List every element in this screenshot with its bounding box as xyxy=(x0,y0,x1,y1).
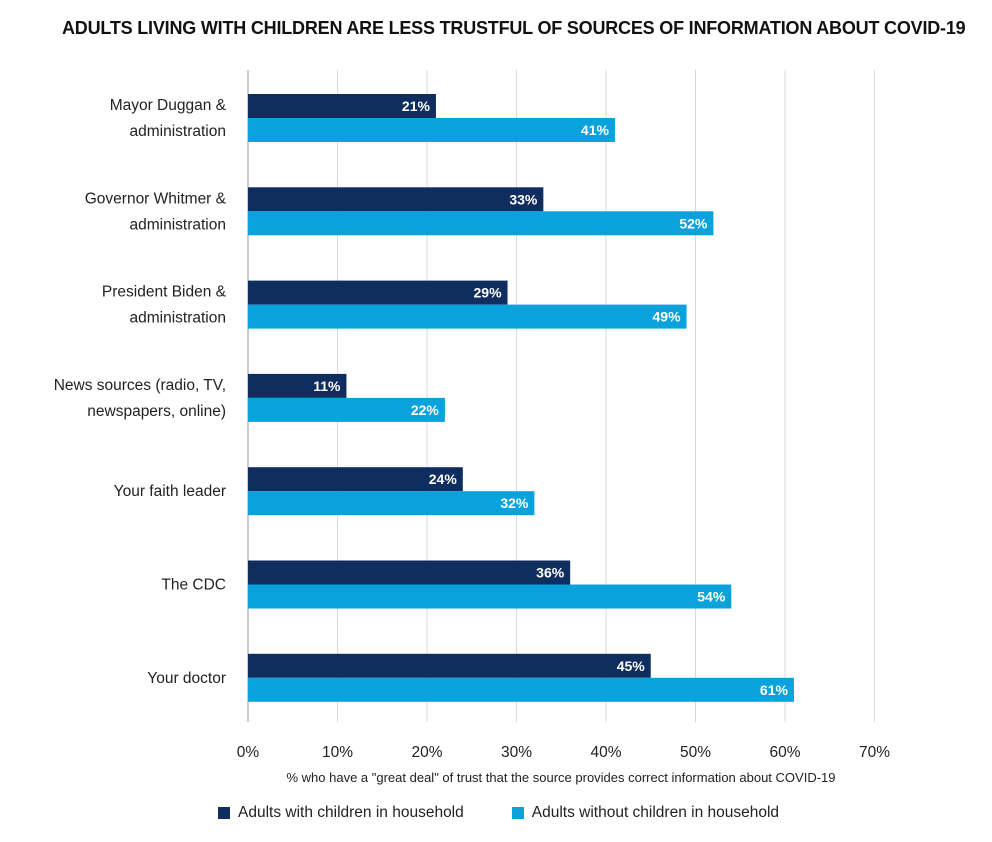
legend-item-with-children: Adults with children in household xyxy=(218,804,464,822)
category-label: administration xyxy=(130,123,227,140)
category-label: Mayor Duggan & xyxy=(110,97,227,114)
bar xyxy=(248,280,508,305)
category-label: Your doctor xyxy=(147,670,226,687)
bar xyxy=(248,653,651,678)
x-tick-label: 40% xyxy=(590,744,621,761)
x-tick-label: 50% xyxy=(680,744,711,761)
bar-value-label: 61% xyxy=(760,682,789,698)
legend-label: Adults with children in household xyxy=(238,804,464,821)
bar xyxy=(248,118,615,142)
bar-value-label: 11% xyxy=(313,378,341,394)
bar-value-label: 54% xyxy=(697,589,726,605)
category-label: The CDC xyxy=(161,577,226,594)
chart-title: ADULTS LIVING WITH CHILDREN ARE LESS TRU… xyxy=(62,18,966,38)
category-label: President Biden & xyxy=(102,284,227,301)
bar xyxy=(248,397,445,422)
bar-value-label: 52% xyxy=(679,215,708,231)
category-labels: Mayor Duggan & administration Governor Whi… xyxy=(54,97,227,687)
legend: Adults with children in household Adults… xyxy=(218,804,827,822)
x-axis-ticks: 0% 10% 20% 30% 40% 50% 60% 70% xyxy=(237,744,890,761)
bar-value-label: 36% xyxy=(536,565,565,581)
bar-value-label: 33% xyxy=(509,191,538,207)
x-tick-label: 60% xyxy=(769,744,800,761)
category-label: Your faith leader xyxy=(114,483,226,500)
bar-value-label: 41% xyxy=(581,122,610,138)
x-tick-label: 70% xyxy=(859,744,890,761)
bar-value-label: 24% xyxy=(429,471,458,487)
legend-swatch xyxy=(511,807,524,819)
bar xyxy=(248,584,732,609)
bar xyxy=(248,491,535,516)
legend-label: Adults without children in household xyxy=(531,804,780,821)
bar-value-label: 45% xyxy=(617,658,646,674)
bar xyxy=(248,187,544,212)
category-label: Governor Whitmer & xyxy=(85,190,227,207)
bar xyxy=(248,560,571,585)
x-tick-label: 30% xyxy=(501,744,532,761)
bar xyxy=(248,467,463,492)
category-label: administration xyxy=(130,310,227,327)
category-label: newspapers, online) xyxy=(87,403,226,420)
bar-value-label: 29% xyxy=(474,285,503,301)
bar xyxy=(248,211,714,236)
bar xyxy=(248,373,347,398)
x-tick-label: 20% xyxy=(411,744,442,761)
bar xyxy=(248,94,436,118)
x-tick-label: 10% xyxy=(322,744,353,761)
bar-value-label: 49% xyxy=(653,309,682,325)
bar xyxy=(248,677,794,702)
bar xyxy=(248,304,687,329)
legend-swatch xyxy=(218,807,230,819)
x-axis-label: % who have a "great deal" of trust that … xyxy=(286,770,836,785)
bars: 21% 41% 33% 52% 29% 49% 11% 22% 24% 32% 36% 54% 45% 6… xyxy=(248,94,794,702)
category-label: administration xyxy=(130,216,227,233)
category-label: News sources (radio, TV, xyxy=(54,377,226,394)
bar-value-label: 22% xyxy=(411,402,440,418)
x-tick-label: 0% xyxy=(237,744,260,761)
bar-value-label: 21% xyxy=(402,98,431,114)
bar-value-label: 32% xyxy=(500,495,529,511)
legend-item-without-children: Adults without children in household xyxy=(511,804,780,822)
